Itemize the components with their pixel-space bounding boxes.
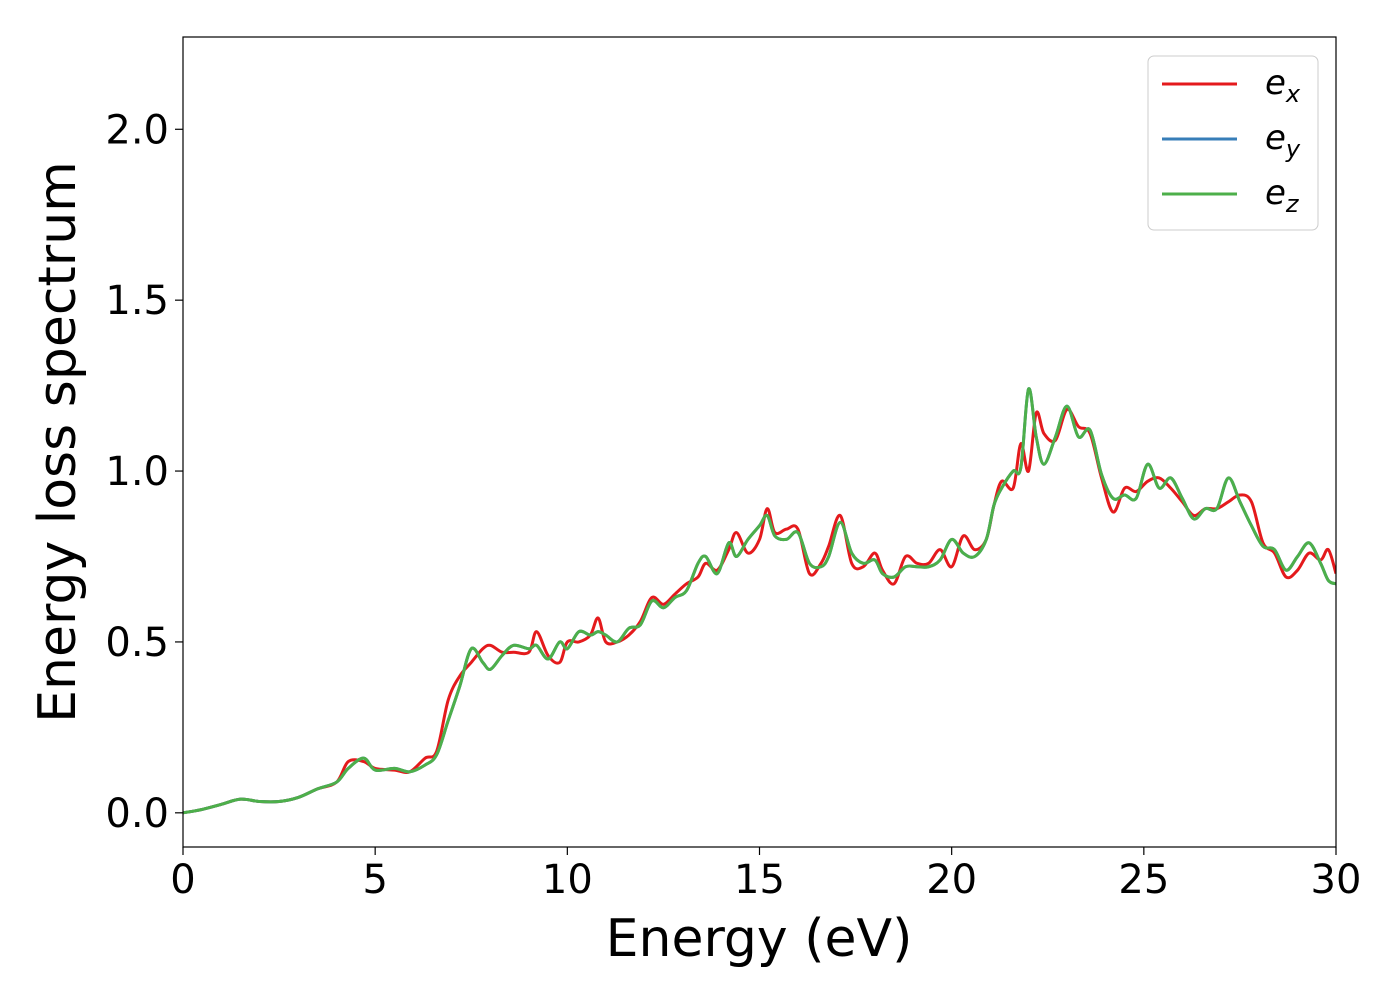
legend-items: ex ey ez (1162, 63, 1301, 218)
series-layer (183, 387, 1336, 815)
legend-box (1147, 55, 1319, 231)
x-axis-ticks: 0 5 10 15 20 25 30 (170, 847, 1361, 903)
y-axis-ticks: 0.0 0.5 1.0 1.5 2.0 (105, 107, 183, 837)
x-axis-title: Energy (eV) (606, 909, 913, 969)
legend-label-z: ez (1265, 173, 1300, 218)
y-tick-label: 1.0 (105, 449, 169, 495)
y-tick-label: 0.5 (105, 620, 169, 666)
legend: ex ey ez (1147, 55, 1319, 231)
y-tick-label: 0.0 (105, 791, 169, 837)
x-tick-label: 30 (1311, 857, 1362, 903)
x-tick-label: 5 (362, 857, 387, 903)
x-tick-label: 15 (734, 857, 785, 903)
y-axis-title: Energy loss spectrum (28, 161, 88, 723)
x-tick-label: 25 (1118, 857, 1169, 903)
legend-label-y: ey (1265, 118, 1301, 163)
y-tick-label: 1.5 (105, 278, 169, 324)
series-line-z (183, 387, 1336, 815)
x-tick-label: 0 (170, 857, 195, 903)
x-tick-label: 10 (542, 857, 593, 903)
x-tick-label: 20 (926, 857, 977, 903)
legend-label-x: ex (1265, 63, 1301, 108)
y-tick-label: 2.0 (105, 107, 169, 153)
